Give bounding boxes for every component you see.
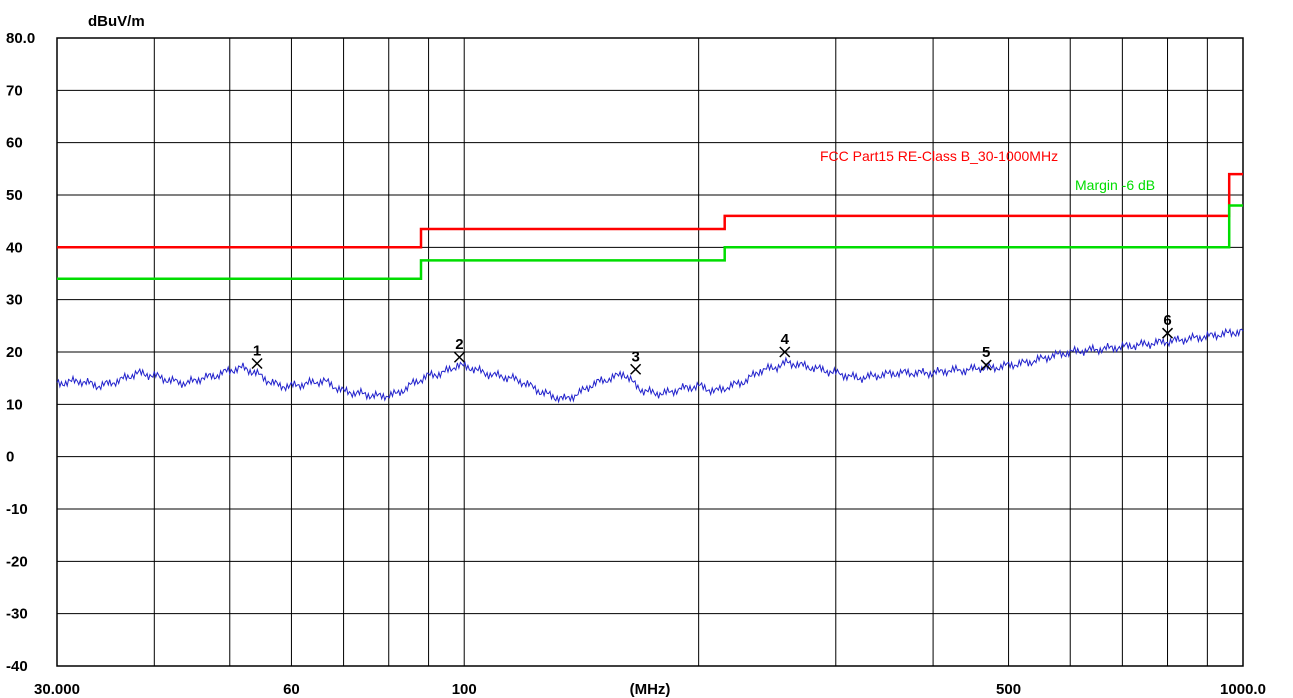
plot-frame [56,37,1244,667]
x-tick-label: 500 [996,681,1021,698]
legend-limit-label: FCC Part15 RE-Class B_30-1000MHz [820,148,1058,164]
x-tick-labels: 30.000 60 100 500 1000.0 [34,681,1266,698]
peak-marker: 5 [980,344,992,371]
marker-label: 3 [631,348,639,365]
marker-label: 1 [253,343,261,360]
y-tick-label: 40 [6,239,23,256]
marker-label: 5 [982,344,990,361]
peak-marker: 2 [453,336,465,363]
y-tick-label: 10 [6,396,23,413]
series-line-2 [56,327,1244,404]
marker-cross [1161,327,1174,339]
y-tick-label: 60 [6,135,23,152]
x-axis-unit: (MHz) [630,681,671,698]
y-tick-label: -10 [6,501,28,518]
marker-cross [980,359,992,371]
peak-markers: 1 2 3 4 5 6 [251,312,1174,375]
marker-cross [453,351,465,363]
x-tick-label: 30.000 [34,681,80,698]
y-tick-label: 70 [6,82,23,99]
y-tick-label: -30 [6,606,28,623]
marker-label: 2 [455,336,463,353]
x-tick-label: 60 [283,681,300,698]
marker-label: 6 [1163,312,1171,329]
y-axis-unit: dBuV/m [88,13,145,30]
peak-marker: 6 [1161,312,1174,339]
peak-marker: 1 [251,343,263,370]
y-tick-label: -20 [6,553,28,570]
marker-cross [779,346,791,358]
series-lines [56,172,1244,404]
series-line-0 [57,172,1243,249]
y-tick-label: 50 [6,187,23,204]
legend-margin-label: Margin -6 dB [1075,177,1155,193]
y-tick-label: 30 [6,292,23,309]
x-tick-label: 1000.0 [1220,681,1266,698]
marker-label: 4 [781,331,790,348]
y-tick-labels: 80.0 70 60 50 40 30 20 10 0 -10 -20 -30 -40 [6,30,35,675]
peak-marker: 3 [630,348,642,375]
y-tick-label: 0 [6,449,14,466]
grid [56,37,1244,667]
series-line-1 [57,204,1243,280]
y-tick-label: -40 [6,658,28,675]
x-tick-label: 100 [452,681,477,698]
peak-marker: 4 [779,331,791,358]
marker-cross [251,357,263,370]
y-tick-label: 80.0 [6,30,35,47]
y-tick-label: 20 [6,344,23,361]
marker-cross [630,363,642,375]
